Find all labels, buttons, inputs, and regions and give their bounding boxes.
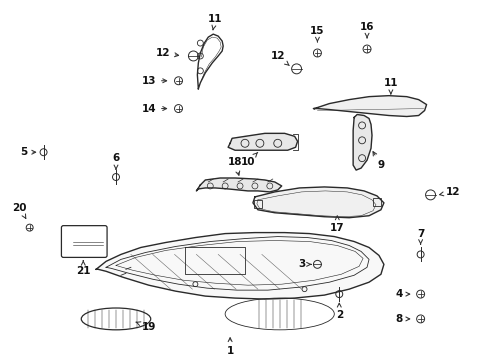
Text: 9: 9 — [372, 152, 384, 170]
Polygon shape — [96, 233, 383, 299]
Text: 12: 12 — [439, 187, 460, 197]
Text: 16: 16 — [359, 22, 373, 38]
Polygon shape — [196, 178, 281, 192]
Polygon shape — [313, 96, 426, 117]
Text: 15: 15 — [309, 26, 324, 42]
Text: 1: 1 — [226, 338, 233, 356]
Polygon shape — [352, 114, 371, 170]
Text: 2: 2 — [335, 303, 342, 320]
Polygon shape — [228, 133, 297, 150]
Text: 12: 12 — [155, 48, 178, 58]
Text: 3: 3 — [297, 259, 310, 269]
Text: 12: 12 — [270, 51, 289, 66]
Text: 5: 5 — [20, 147, 36, 157]
Text: 7: 7 — [416, 229, 424, 244]
Text: 21: 21 — [76, 261, 90, 276]
Text: 11: 11 — [383, 78, 397, 94]
Text: 4: 4 — [394, 289, 409, 299]
Text: 8: 8 — [394, 314, 409, 324]
Text: 13: 13 — [141, 76, 166, 86]
Text: 14: 14 — [141, 104, 166, 113]
Text: 19: 19 — [136, 322, 156, 332]
Text: 18: 18 — [227, 157, 242, 175]
Text: 11: 11 — [207, 14, 222, 30]
Text: 10: 10 — [240, 152, 257, 167]
Polygon shape — [252, 187, 383, 218]
Bar — [372, 198, 380, 206]
Text: 6: 6 — [112, 153, 120, 169]
Bar — [253, 200, 262, 208]
Text: 17: 17 — [329, 216, 344, 233]
Text: 20: 20 — [13, 203, 27, 219]
